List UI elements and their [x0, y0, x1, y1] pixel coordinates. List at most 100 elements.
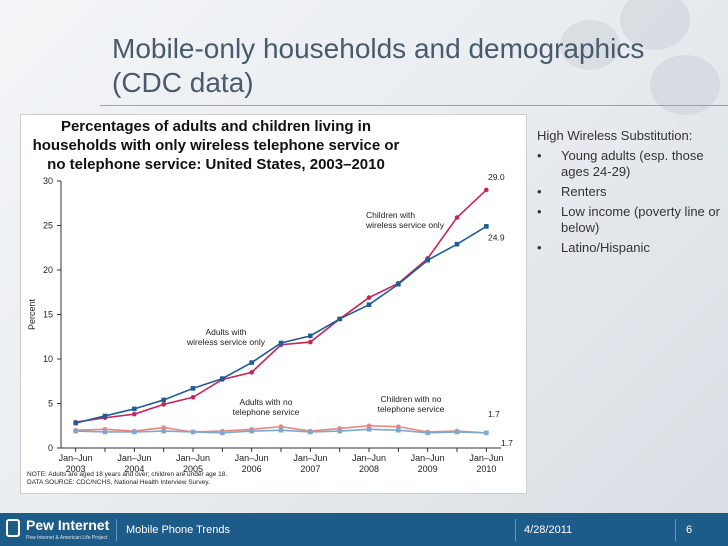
key-point-item: • Renters	[537, 184, 722, 200]
data-point	[396, 424, 401, 429]
x-tick-label: Jan–Jun	[411, 453, 445, 463]
footer-bar: Pew Internet Pew Internet & American Lif…	[0, 513, 728, 546]
series-annotation: Adults with no	[240, 397, 293, 407]
title-divider	[100, 105, 728, 106]
data-point	[396, 427, 401, 433]
key-point-item: • Low income (poverty line or below)	[537, 204, 722, 236]
chart-title-line: Percentages of adults and children livin…	[61, 118, 371, 135]
bullet-icon: •	[537, 204, 542, 219]
data-point	[484, 187, 489, 193]
series-annotation: telephone service	[233, 407, 300, 417]
y-tick-label: 0	[48, 443, 53, 453]
data-point	[396, 281, 401, 287]
data-point	[484, 224, 489, 229]
data-point	[337, 316, 342, 322]
data-point	[308, 429, 313, 435]
y-tick-label: 10	[43, 354, 53, 364]
data-point	[366, 423, 372, 429]
data-point	[249, 370, 254, 375]
data-point	[454, 429, 460, 435]
series-end-value-label: 1.7	[488, 409, 500, 419]
logo-name: Pew Internet	[26, 517, 110, 533]
data-point	[73, 420, 78, 426]
key-point-text: Low income (poverty line or below)	[561, 204, 720, 235]
y-tick-label: 30	[43, 176, 53, 186]
data-point	[337, 428, 342, 434]
data-point	[220, 376, 225, 381]
x-tick-year-label: 2010	[476, 464, 496, 474]
data-point	[278, 424, 284, 429]
x-tick-year-label: 2009	[418, 464, 438, 474]
key-point-text: Latino/Hispanic	[561, 240, 650, 255]
slide-title-line1: Mobile-only households and demographics	[112, 33, 645, 64]
x-tick-year-label: 2004	[124, 464, 144, 474]
data-point	[190, 429, 196, 435]
x-tick-year-label: 2007	[300, 464, 320, 474]
chart-title-line: no telephone service: United States, 200…	[47, 156, 385, 173]
slide-title: Mobile-only households and demographics …	[112, 32, 712, 100]
x-tick-label: Jan–Jun	[59, 453, 93, 463]
background-phone-key	[560, 20, 620, 70]
page-number: 6	[686, 524, 693, 536]
y-tick-label: 15	[43, 310, 53, 320]
x-tick-label: Jan–Jun	[235, 453, 269, 463]
chart-panel: Percentages of adults and children livin…	[20, 114, 527, 494]
footer-date: 4/28/2011	[524, 524, 573, 536]
x-tick-label: Jan–Jun	[293, 453, 327, 463]
x-tick-year-label: 2008	[359, 464, 379, 474]
footer-section: Mobile Phone Trends	[126, 524, 230, 536]
data-point	[308, 333, 313, 339]
series-annotation: wireless service only	[186, 337, 266, 347]
chart-title-line: households with only wireless telephone …	[33, 137, 400, 154]
data-point	[190, 394, 196, 400]
data-point	[73, 428, 78, 434]
data-point	[161, 428, 166, 434]
data-point	[161, 425, 166, 430]
key-point-text: Young adults (esp. those ages 24-29)	[561, 148, 704, 179]
bullet-icon: •	[537, 184, 542, 199]
series-end-value-label: 1.7	[501, 438, 513, 448]
pew-internet-logo: Pew Internet Pew Internet & American Lif…	[6, 517, 112, 543]
data-point	[132, 406, 137, 412]
key-point-item: • Young adults (esp. those ages 24-29)	[537, 148, 722, 180]
series-annotation: Adults with	[205, 327, 246, 337]
data-point	[249, 360, 254, 365]
data-point	[366, 302, 372, 308]
bullet-icon: •	[537, 240, 542, 255]
data-point	[454, 215, 460, 220]
y-tick-label: 20	[43, 265, 53, 275]
data-point	[308, 339, 313, 345]
series-end-value-label: 29.0	[488, 172, 505, 182]
x-tick-year-label: 2003	[66, 464, 86, 474]
series-annotation: Children with no	[381, 394, 442, 404]
y-tick-label: 25	[43, 221, 53, 231]
x-tick-year-label: 2005	[183, 464, 203, 474]
footer-divider	[515, 519, 516, 541]
data-point	[278, 340, 284, 346]
data-point	[132, 411, 137, 417]
series-end-value-label: 24.9	[488, 232, 505, 242]
data-point	[161, 402, 166, 407]
data-point	[425, 430, 430, 436]
data-point	[161, 397, 166, 403]
key-points: High Wireless Substitution: • Young adult…	[537, 128, 722, 260]
series-annotation: Children with	[366, 210, 415, 220]
chart-note: NOTE: Adults are aged 18 years and over;…	[27, 471, 227, 478]
line-chart: Percentages of adults and children livin…	[27, 118, 513, 486]
data-point	[454, 241, 460, 247]
x-tick-label: Jan–Jun	[352, 453, 386, 463]
logo-subtitle: Pew Internet & American Life Project	[26, 535, 108, 541]
data-point	[132, 429, 137, 435]
data-point	[249, 428, 254, 434]
data-point	[366, 427, 372, 432]
x-tick-label: Jan–Jun	[469, 453, 503, 463]
data-point	[102, 413, 108, 419]
background-phone-key	[620, 0, 690, 50]
data-point	[425, 257, 430, 263]
series-annotation: telephone service	[378, 404, 445, 414]
key-point-text: Renters	[561, 184, 607, 199]
data-point	[102, 429, 108, 435]
y-axis-label: Percent	[27, 298, 37, 330]
chart-note: DATA SOURCE: CDC/NCHS, National Health I…	[27, 479, 210, 486]
series-annotation: wireless service only	[365, 220, 445, 230]
